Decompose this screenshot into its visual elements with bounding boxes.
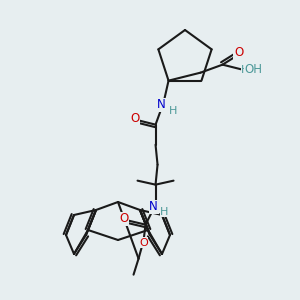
Text: O: O (119, 212, 128, 225)
Text: O: O (234, 46, 243, 59)
Text: O: O (139, 238, 148, 248)
Text: H: H (242, 65, 250, 75)
Text: N: N (149, 200, 158, 213)
Text: H: H (169, 106, 178, 116)
Text: OH: OH (244, 63, 262, 76)
Text: O: O (130, 112, 139, 125)
Text: H: H (160, 207, 169, 217)
Text: N: N (157, 98, 166, 111)
